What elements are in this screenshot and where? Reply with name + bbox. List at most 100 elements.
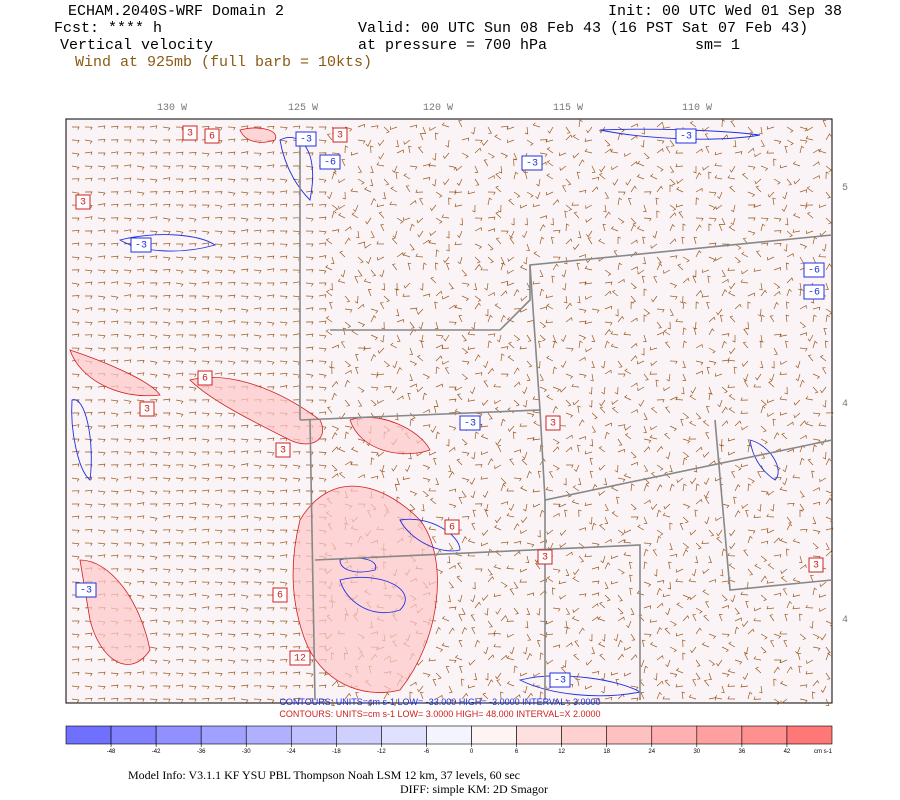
wind-barb xyxy=(643,152,650,160)
wind-barb xyxy=(162,346,171,351)
wind-barb xyxy=(240,581,249,585)
contour-label-text: -6 xyxy=(808,266,820,277)
wind-barb xyxy=(612,178,619,186)
wind-barb xyxy=(351,212,359,219)
wind-barb xyxy=(344,431,349,440)
wind-barb xyxy=(97,242,106,247)
wind-barb xyxy=(630,266,638,271)
wind-barb xyxy=(253,685,262,689)
wind-barb xyxy=(693,327,698,336)
wind-barb xyxy=(448,606,457,610)
wind-barb xyxy=(201,230,210,235)
wind-barb xyxy=(474,147,482,154)
wind-barb xyxy=(754,178,762,185)
contour-label-text: 6 xyxy=(202,374,208,385)
wind-barb xyxy=(280,607,288,611)
wind-barb xyxy=(565,317,573,323)
wind-barb xyxy=(669,646,677,653)
wind-barb xyxy=(435,516,444,521)
wind-barb xyxy=(656,535,662,544)
wind-barb xyxy=(708,633,717,639)
wind-barb xyxy=(474,639,480,648)
wind-barb xyxy=(521,458,528,466)
wind-barb xyxy=(664,627,671,635)
wind-barb xyxy=(770,503,775,512)
wind-barb xyxy=(806,659,814,664)
wind-barb xyxy=(422,424,431,428)
wind-barb xyxy=(578,340,583,349)
wind-barb xyxy=(305,282,314,287)
wind-barb xyxy=(727,696,736,700)
wind-barb xyxy=(546,173,554,180)
wind-barb xyxy=(227,412,236,417)
wind-barb xyxy=(786,178,793,186)
wind-barb xyxy=(513,367,520,375)
wind-barb xyxy=(717,399,723,408)
wind-barb xyxy=(357,321,366,327)
wind-barb xyxy=(214,346,223,350)
wind-barb xyxy=(305,386,314,390)
wind-barb xyxy=(572,243,580,251)
wind-barb xyxy=(409,373,413,382)
wind-barb xyxy=(149,242,158,246)
wind-barb xyxy=(327,406,333,414)
wind-barb xyxy=(253,269,262,274)
border xyxy=(330,234,833,331)
wind-barb xyxy=(812,444,817,453)
wind-barb xyxy=(495,438,502,446)
wind-barb xyxy=(227,633,236,638)
wind-barb xyxy=(733,366,738,375)
wind-barb xyxy=(734,303,742,310)
wind-barb xyxy=(578,419,585,427)
wind-barb xyxy=(628,561,633,570)
wind-barb xyxy=(783,243,788,252)
wind-barb xyxy=(799,503,805,511)
wind-barb xyxy=(825,171,830,180)
wind-barb xyxy=(533,672,541,678)
wind-barb xyxy=(519,579,528,583)
wind-barb xyxy=(341,159,346,167)
wind-barb xyxy=(656,121,664,128)
wind-barb xyxy=(136,671,145,675)
wind-barb xyxy=(337,278,346,284)
wind-barb xyxy=(741,620,749,628)
wind-barb xyxy=(691,568,697,577)
wind-barb xyxy=(214,412,223,417)
wind-barb xyxy=(656,509,662,518)
wind-barb xyxy=(71,333,80,337)
wind-barb xyxy=(730,120,736,128)
wind-barb xyxy=(693,236,698,245)
wind-barb xyxy=(507,425,515,432)
wind-barb xyxy=(779,164,788,169)
wind-barb xyxy=(443,334,450,342)
colorbar-swatch xyxy=(155,725,202,745)
wind-barb xyxy=(71,555,80,560)
wind-barb xyxy=(71,308,80,314)
wind-barb xyxy=(391,263,398,271)
wind-barb xyxy=(266,490,275,495)
wind-barb xyxy=(630,217,637,225)
wind-barb xyxy=(253,503,262,507)
wind-barb xyxy=(97,554,106,558)
wind-barb xyxy=(500,262,506,271)
wind-barb xyxy=(97,139,106,143)
wind-barb xyxy=(773,301,779,310)
wind-barb xyxy=(623,539,632,544)
contour-label: -6 xyxy=(319,154,341,170)
wind-barb xyxy=(344,460,352,466)
wind-barb xyxy=(342,327,347,336)
wind-barb xyxy=(773,666,780,674)
wind-barb xyxy=(509,237,515,245)
wind-barb xyxy=(474,227,482,232)
wind-barb xyxy=(110,672,119,677)
wind-barb xyxy=(162,294,171,299)
wind-barb xyxy=(513,581,519,589)
wind-barb xyxy=(201,463,210,467)
wind-barb xyxy=(474,256,481,264)
wind-barb xyxy=(329,301,333,310)
wind-barb xyxy=(110,542,119,547)
wind-barb xyxy=(461,536,468,544)
wind-barb xyxy=(721,633,730,638)
wind-barb xyxy=(422,293,431,298)
wind-barb xyxy=(766,150,775,154)
